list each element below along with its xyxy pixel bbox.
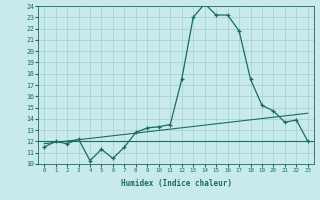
X-axis label: Humidex (Indice chaleur): Humidex (Indice chaleur) [121,179,231,188]
